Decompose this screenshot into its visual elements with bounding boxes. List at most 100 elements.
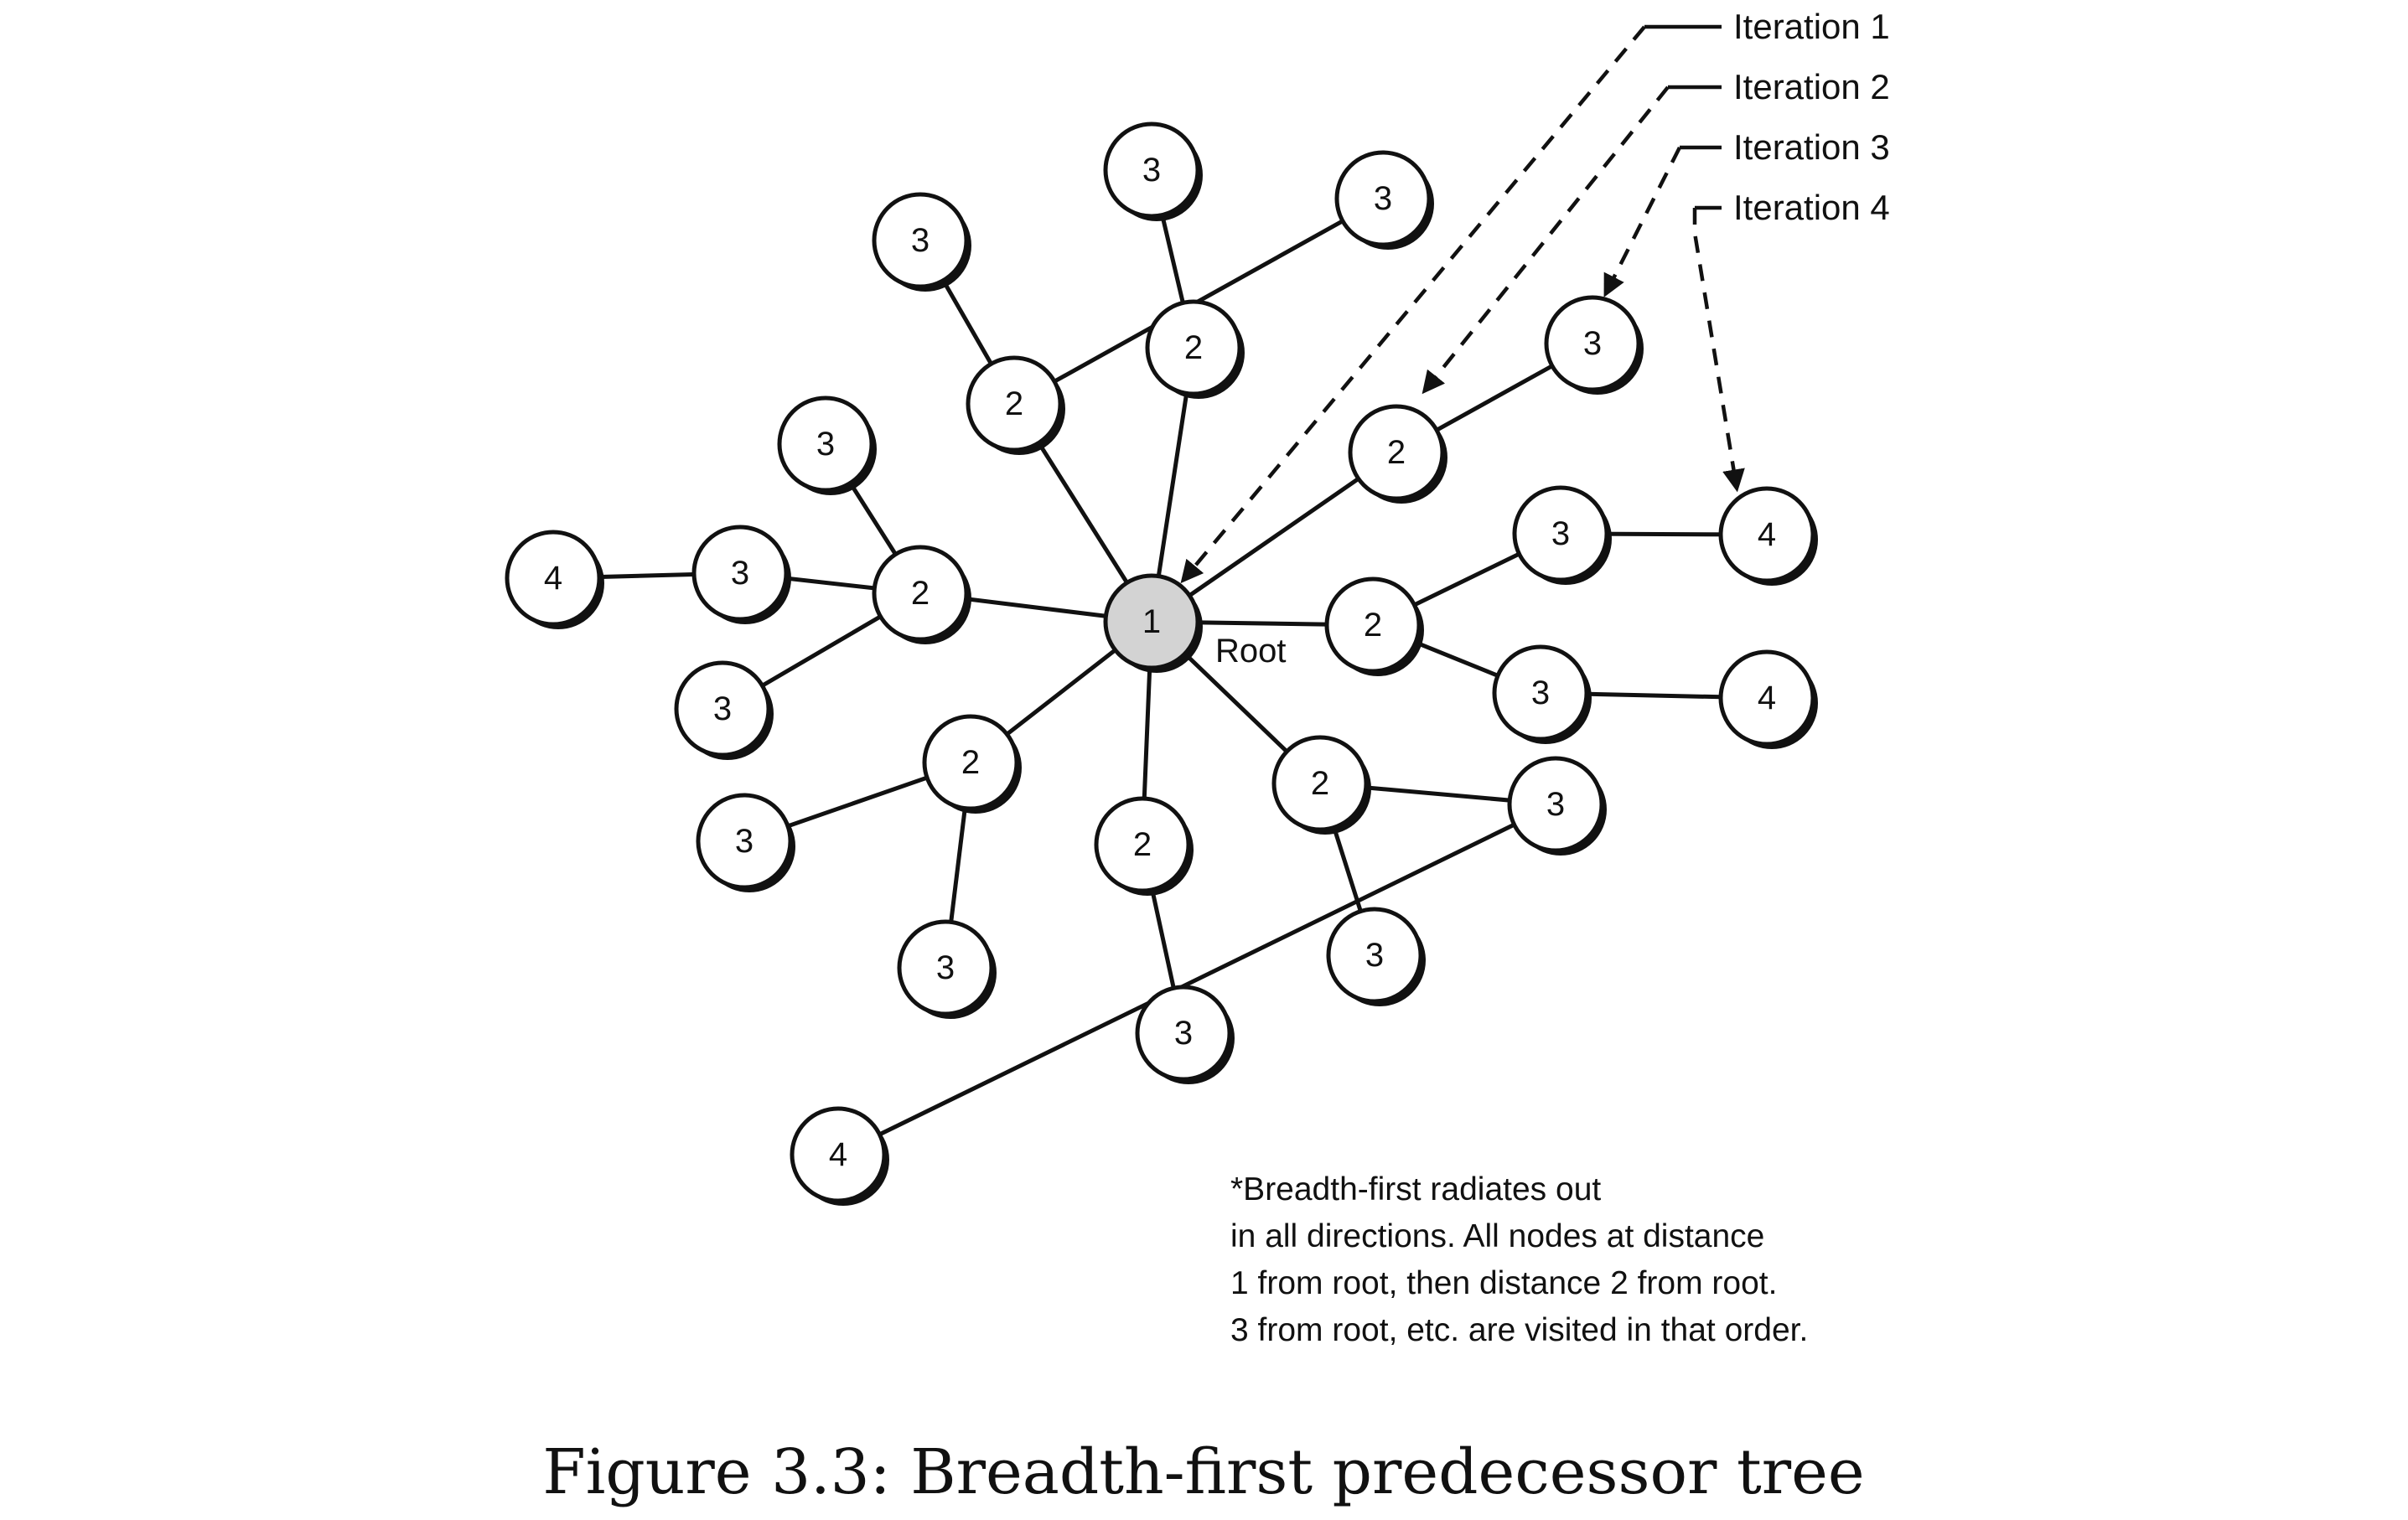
root-node: 1 xyxy=(1103,573,1203,673)
node-circle xyxy=(1103,573,1200,670)
node-circle xyxy=(1512,485,1609,582)
tree-node: 2 xyxy=(872,545,971,644)
iteration-label: Iteration 3 xyxy=(1733,127,1890,167)
iteration-2-pointer: Iteration 2 xyxy=(1421,67,1890,395)
node-label: 4 xyxy=(829,1136,847,1173)
node-circle xyxy=(1094,796,1191,893)
iteration-3-pointer: Iteration 3 xyxy=(1603,127,1890,297)
node-circle xyxy=(1145,299,1242,396)
tree-node: 3 xyxy=(1103,121,1203,221)
node-circle xyxy=(1324,576,1421,674)
root-label: Root xyxy=(1215,633,1287,670)
node-circle xyxy=(872,192,969,289)
node-label: 3 xyxy=(1583,325,1602,362)
node-circle xyxy=(505,530,602,627)
node-circle xyxy=(1492,644,1589,742)
iteration-arrow xyxy=(1692,208,1745,493)
node-label: 3 xyxy=(1546,786,1565,823)
iteration-arrow xyxy=(1180,25,1646,584)
tree-node: 3 xyxy=(1507,756,1607,856)
node-label: 3 xyxy=(1551,515,1570,552)
breadth-first-note: *Breadth-first radiates out in all direct… xyxy=(1230,1171,1808,1348)
node-label: 3 xyxy=(735,823,753,860)
tree-node: 2 xyxy=(1271,735,1371,835)
note-line: 3 from root, etc. are visited in that or… xyxy=(1230,1312,1808,1348)
node-circle xyxy=(966,355,1063,452)
node-circle xyxy=(872,545,969,642)
node-label: 3 xyxy=(1365,937,1384,974)
tree-node: 3 xyxy=(1135,985,1235,1084)
tree-node: 2 xyxy=(966,355,1065,455)
note-line: *Breadth-first radiates out xyxy=(1230,1171,1601,1207)
node-circle xyxy=(897,919,994,1016)
node-circle xyxy=(1718,649,1815,747)
node-circle xyxy=(1326,907,1423,1004)
node-label: 2 xyxy=(1133,826,1152,863)
tree-node: 2 xyxy=(1094,796,1194,896)
iteration-4-pointer: Iteration 4 xyxy=(1692,188,1890,493)
tree-node: 3 xyxy=(897,919,997,1019)
tree-node: 3 xyxy=(872,192,971,292)
node-circle xyxy=(1271,735,1369,832)
tree-node: 3 xyxy=(1512,485,1612,585)
node-label: 4 xyxy=(544,560,562,597)
iteration-arrow xyxy=(1421,85,1670,395)
tree-nodes: 1 2 2 2 2 2 2 2 2 3 3 3 3 3 3 3 3 3 3 3 3 3 3 4 4 4 4 xyxy=(505,121,1818,1206)
iteration-arrow xyxy=(1603,146,1682,297)
node-label: 3 xyxy=(911,222,930,259)
tree-node: 3 xyxy=(1326,907,1426,1006)
node-label: 3 xyxy=(713,690,732,727)
node-circle xyxy=(777,396,874,493)
node-label: 2 xyxy=(961,744,980,781)
node-label: 3 xyxy=(1531,675,1550,711)
edge-root-c xyxy=(1150,450,1398,624)
tree-node: 3 xyxy=(691,525,791,624)
node-label: 4 xyxy=(1758,516,1776,553)
edge-h1-h1x xyxy=(836,802,1557,1157)
node-circle xyxy=(790,1106,887,1203)
tree-node: 4 xyxy=(1718,486,1818,586)
node-label: 2 xyxy=(1005,385,1023,422)
node-label: 2 xyxy=(1387,434,1406,471)
node-circle xyxy=(1348,404,1445,501)
tree-node: 4 xyxy=(505,530,604,629)
tree-node: 2 xyxy=(1324,576,1424,676)
iteration-legend: Iteration 1 Iteration 2 Iteration 3 Iterati… xyxy=(1180,7,1890,584)
iteration-label: Iteration 4 xyxy=(1733,188,1890,227)
tree-node: 3 xyxy=(674,660,774,760)
node-circle xyxy=(1507,756,1604,853)
node-label: 3 xyxy=(816,426,835,463)
node-label: 3 xyxy=(731,555,749,592)
iteration-label: Iteration 2 xyxy=(1733,67,1890,106)
tree-node: 2 xyxy=(1348,404,1447,504)
tree-node: 2 xyxy=(1145,299,1245,399)
node-label: 4 xyxy=(1758,680,1776,716)
node-circle xyxy=(1103,121,1200,219)
node-label: 2 xyxy=(911,575,930,612)
node-circle xyxy=(1135,985,1232,1082)
tree-node: 2 xyxy=(922,714,1022,814)
tree-node: 3 xyxy=(1334,150,1434,250)
tree-node: 3 xyxy=(777,396,877,495)
node-label: 2 xyxy=(1184,329,1203,366)
node-circle xyxy=(1718,486,1815,583)
node-circle xyxy=(691,525,789,622)
iteration-label: Iteration 1 xyxy=(1733,7,1890,46)
node-label: 2 xyxy=(1311,765,1329,802)
note-line: in all directions. All nodes at distance xyxy=(1230,1218,1764,1254)
node-label: 3 xyxy=(1374,180,1392,217)
node-label: 1 xyxy=(1142,603,1161,640)
node-circle xyxy=(1544,295,1641,392)
node-circle xyxy=(674,660,771,757)
node-circle xyxy=(1334,150,1432,247)
iteration-1-pointer: Iteration 1 xyxy=(1180,7,1890,584)
node-label: 3 xyxy=(1142,152,1161,189)
figure-caption: Figure 3.3: Breadth-first predecessor tr… xyxy=(542,1436,1864,1508)
node-circle xyxy=(696,793,793,890)
node-label: 3 xyxy=(1174,1015,1193,1052)
note-line: 1 from root, then distance 2 from root. xyxy=(1230,1265,1777,1301)
tree-node: 4 xyxy=(790,1106,889,1206)
tree-node: 3 xyxy=(1544,295,1644,395)
tree-node: 3 xyxy=(696,793,795,892)
